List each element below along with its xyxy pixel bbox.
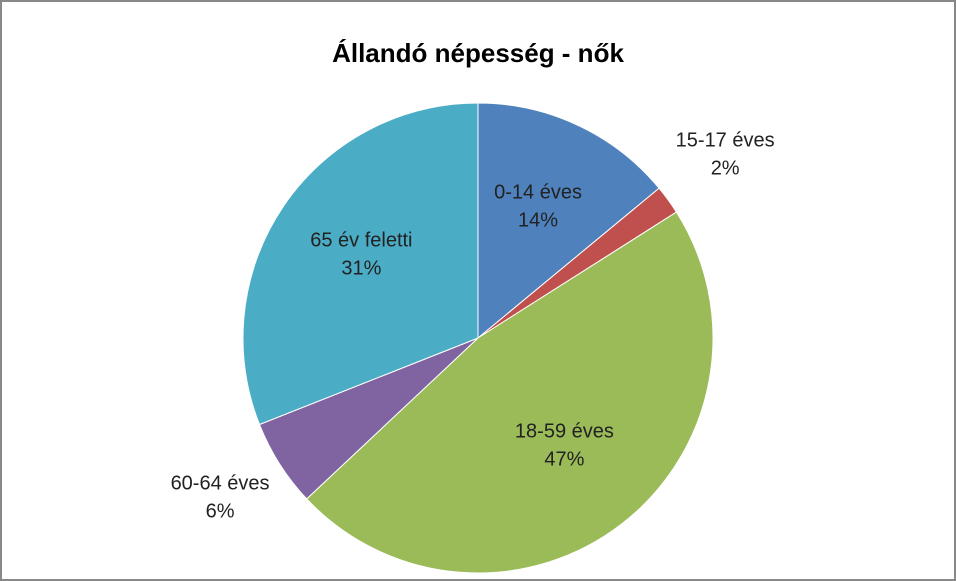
data-label-value: 2%: [711, 157, 740, 179]
data-label: 60-64 éves 6%: [171, 473, 270, 523]
data-label-category: 60-64 éves: [171, 473, 270, 495]
data-label-value: 31%: [341, 258, 381, 280]
pie-slice: [242, 102, 479, 426]
data-label-value: 47%: [544, 448, 584, 470]
data-label-category: 15-17 éves: [676, 129, 775, 151]
data-label: 15-17 éves 2%: [676, 129, 775, 179]
data-label: 65 év feletti 31%: [310, 230, 412, 280]
data-label-value: 14%: [518, 209, 558, 231]
data-label: 18-59 éves 47%: [515, 420, 614, 470]
data-label-category: 0-14 éves: [494, 181, 582, 203]
pie-slice: [305, 211, 714, 574]
data-label-category: 65 év feletti: [310, 230, 412, 252]
chart-title: Állandó népesség - nők: [332, 38, 624, 68]
data-label-value: 6%: [206, 501, 235, 523]
pie-slice: [477, 102, 660, 340]
data-label: 0-14 éves 14%: [494, 181, 582, 231]
data-label-category: 18-59 éves: [515, 420, 614, 442]
